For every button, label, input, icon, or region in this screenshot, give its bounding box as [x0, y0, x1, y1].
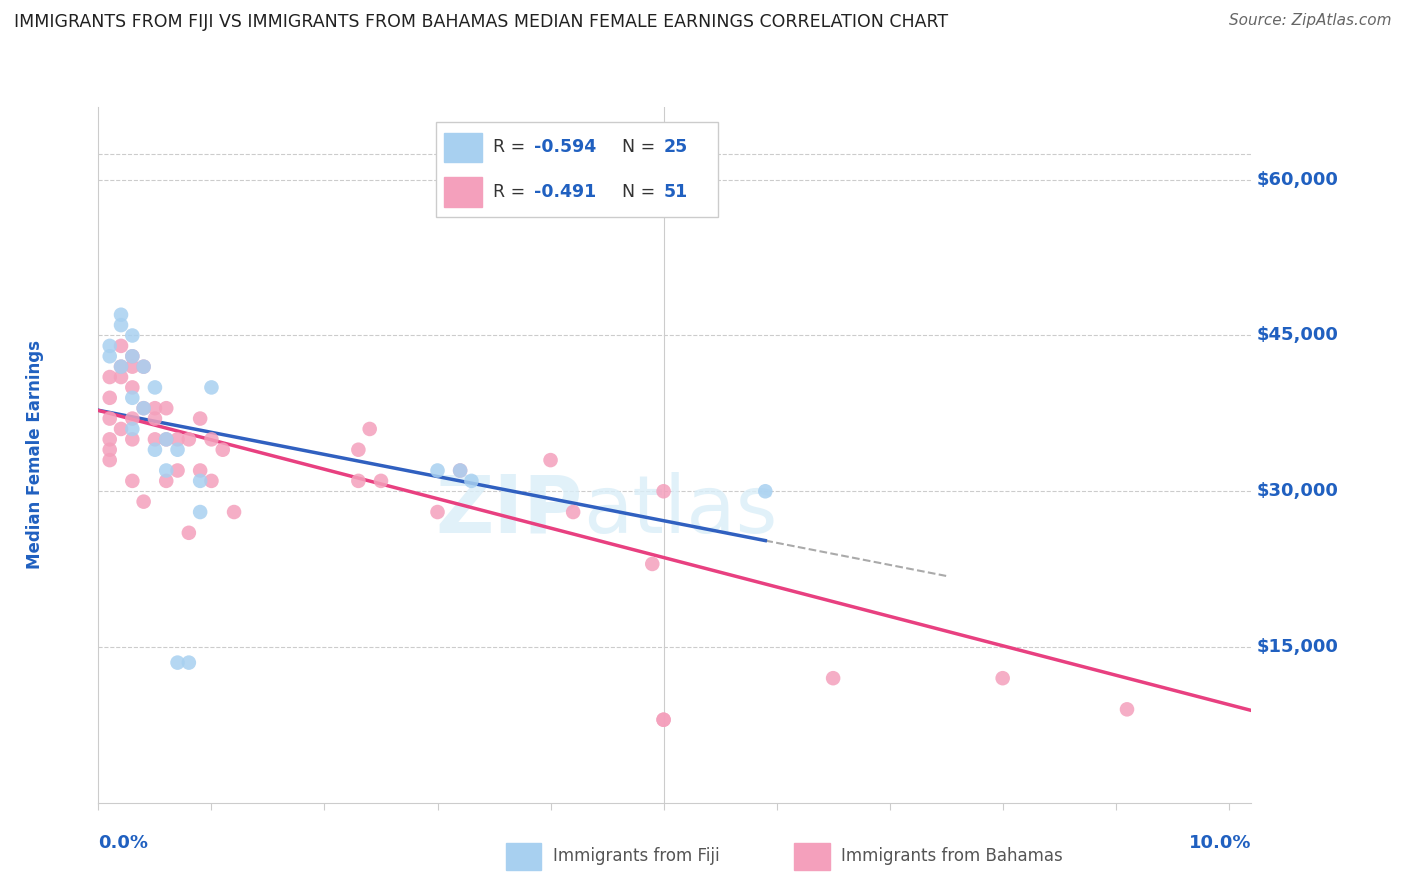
Point: [121, 380, 143, 394]
Point: [200, 380, 222, 394]
Point: [110, 370, 132, 384]
Text: Source: ZipAtlas.com: Source: ZipAtlas.com: [1229, 13, 1392, 29]
Point: [121, 474, 143, 488]
Point: [110, 318, 132, 332]
Text: 10.0%: 10.0%: [1189, 834, 1251, 852]
Point: [143, 401, 166, 416]
Point: [98, 349, 121, 363]
Point: [426, 463, 449, 477]
Point: [540, 453, 562, 467]
Point: [155, 433, 177, 447]
Text: Immigrants from Fiji: Immigrants from Fiji: [553, 847, 720, 865]
Point: [177, 525, 200, 540]
Point: [426, 505, 449, 519]
Point: [155, 463, 177, 477]
Text: $60,000: $60,000: [1257, 170, 1339, 189]
Point: [188, 463, 211, 477]
Point: [370, 474, 392, 488]
Point: [110, 339, 132, 353]
Point: [110, 359, 132, 374]
Point: [132, 401, 155, 416]
Point: [155, 433, 177, 447]
Point: [143, 433, 166, 447]
Point: [188, 411, 211, 425]
Point: [460, 474, 482, 488]
Point: [121, 349, 143, 363]
Point: [98, 433, 121, 447]
Text: $45,000: $45,000: [1257, 326, 1339, 344]
Point: [98, 411, 121, 425]
Point: [110, 422, 132, 436]
Point: [449, 463, 471, 477]
Point: [177, 433, 200, 447]
Point: [132, 401, 155, 416]
Point: [652, 713, 675, 727]
Point: [166, 463, 188, 477]
Point: [188, 474, 211, 488]
Point: [98, 370, 121, 384]
Text: $30,000: $30,000: [1257, 483, 1339, 500]
Point: [1116, 702, 1139, 716]
Point: [188, 505, 211, 519]
Point: [200, 433, 222, 447]
Point: [98, 442, 121, 457]
Point: [664, 162, 686, 177]
Point: [121, 391, 143, 405]
Point: [166, 656, 188, 670]
Text: IMMIGRANTS FROM FIJI VS IMMIGRANTS FROM BAHAMAS MEDIAN FEMALE EARNINGS CORRELATI: IMMIGRANTS FROM FIJI VS IMMIGRANTS FROM …: [14, 13, 948, 31]
Point: [177, 656, 200, 670]
Point: [121, 359, 143, 374]
Point: [823, 671, 845, 685]
Point: [132, 359, 155, 374]
Point: [121, 328, 143, 343]
Point: [121, 433, 143, 447]
Point: [222, 505, 245, 519]
Point: [652, 713, 675, 727]
Point: [143, 442, 166, 457]
Point: [110, 308, 132, 322]
Point: [652, 484, 675, 499]
Text: Median Female Earnings: Median Female Earnings: [25, 341, 44, 569]
Point: [143, 411, 166, 425]
Point: [211, 442, 233, 457]
Point: [98, 453, 121, 467]
Point: [155, 401, 177, 416]
Point: [641, 557, 664, 571]
Point: [166, 442, 188, 457]
Point: [991, 671, 1014, 685]
Point: [347, 442, 370, 457]
Point: [200, 474, 222, 488]
Point: [143, 380, 166, 394]
Point: [754, 484, 776, 499]
Point: [121, 411, 143, 425]
Point: [98, 391, 121, 405]
Text: atlas: atlas: [582, 472, 778, 549]
Text: ZIP: ZIP: [436, 472, 582, 549]
Point: [155, 474, 177, 488]
Point: [132, 359, 155, 374]
Point: [121, 349, 143, 363]
Point: [562, 505, 585, 519]
Point: [359, 422, 381, 436]
Text: $15,000: $15,000: [1257, 638, 1339, 656]
Point: [347, 474, 370, 488]
Point: [121, 422, 143, 436]
Point: [132, 494, 155, 508]
Text: 0.0%: 0.0%: [98, 834, 149, 852]
Point: [98, 339, 121, 353]
Text: Immigrants from Bahamas: Immigrants from Bahamas: [841, 847, 1063, 865]
Point: [449, 463, 471, 477]
Point: [110, 359, 132, 374]
Point: [166, 433, 188, 447]
